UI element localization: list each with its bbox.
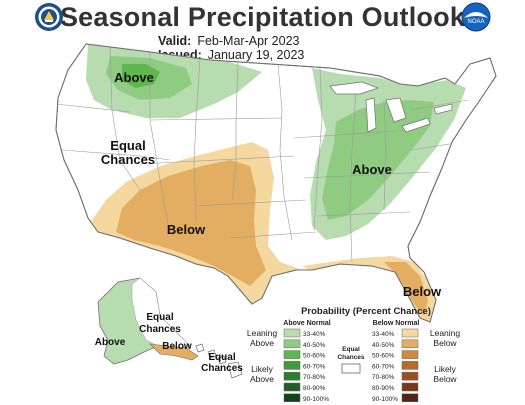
legend-below-label-3: 60-70% bbox=[372, 363, 395, 370]
legend-below-swatch-2 bbox=[401, 350, 419, 359]
label-equal-chances-west-2: Chances bbox=[101, 152, 155, 167]
legend-below-label-0: 33-40% bbox=[372, 331, 395, 338]
legend-above-swatch-5 bbox=[283, 382, 301, 392]
legend-likely-below-2: Below bbox=[433, 374, 457, 384]
legend-leaning-below-2: Below bbox=[433, 338, 457, 348]
legend-below-swatch-3 bbox=[401, 361, 419, 370]
valid-period: Valid: Feb-Mar-Apr 2023 bbox=[158, 34, 299, 48]
noaa-logo-text: NOAA bbox=[467, 19, 484, 25]
legend-leaning-above-1: Leaning bbox=[247, 328, 278, 338]
legend-likely-below-1: Likely bbox=[434, 364, 456, 374]
state-borders bbox=[56, 44, 469, 263]
legend-above-label-4: 70-80% bbox=[303, 374, 326, 381]
region-below-florida bbox=[384, 262, 428, 316]
commerce-seal-icon bbox=[35, 3, 63, 31]
label-below-florida: Below bbox=[403, 284, 442, 299]
legend-above-swatch-6 bbox=[283, 393, 301, 403]
legend-below-label-1: 40-50% bbox=[372, 342, 395, 349]
label-above-northwest: Above bbox=[114, 70, 154, 85]
legend-above-swatch-0 bbox=[283, 328, 301, 338]
legend-above-label-1: 40-50% bbox=[303, 342, 326, 349]
legend-below-swatch-5 bbox=[401, 382, 419, 392]
label-hawaii-equal-1: Equal bbox=[208, 352, 235, 363]
legend-below-header: Below Normal bbox=[373, 320, 420, 327]
probability-legend: Probability (Percent Chance) Above Norma… bbox=[247, 306, 461, 403]
great-lakes bbox=[329, 81, 453, 133]
alaska-southeast-below bbox=[149, 343, 199, 361]
legend-below-swatch-1 bbox=[401, 339, 419, 349]
valid-label: Valid: bbox=[158, 34, 192, 48]
hawaii-islands bbox=[195, 343, 243, 379]
legend-equal-1: Equal bbox=[342, 346, 360, 353]
legend-below-swatch-0 bbox=[401, 328, 419, 338]
valid-value: Feb-Mar-Apr 2023 bbox=[197, 34, 300, 48]
legend-above-header: Above Normal bbox=[283, 320, 331, 327]
legend-below-label-6: 90-100% bbox=[372, 396, 398, 403]
legend-above-swatch-1 bbox=[283, 339, 301, 349]
label-below-southwest: Below bbox=[167, 222, 206, 237]
noaa-logo-icon: NOAA bbox=[461, 2, 491, 32]
legend-below-bins: 33-40% 40-50% 50-60% 60-70% 70-80% 80-90% 90-1… bbox=[372, 328, 419, 403]
label-hawaii-equal-2: Chances bbox=[201, 363, 243, 374]
legend-likely-above-2: Above bbox=[250, 374, 274, 384]
legend-equal-2: Chances bbox=[337, 354, 364, 361]
label-alaska-above: Above bbox=[95, 337, 126, 348]
label-above-ohio-valley: Above bbox=[352, 162, 392, 177]
legend-above-label-6: 90-100% bbox=[303, 396, 329, 403]
legend-above-label-5: 80-90% bbox=[303, 385, 326, 392]
issued-value: January 19, 2023 bbox=[207, 48, 305, 62]
region-above-northwest-inner bbox=[122, 64, 160, 88]
conus-border bbox=[55, 43, 497, 323]
legend-above-swatch-4 bbox=[283, 371, 301, 381]
region-below-southwest-core bbox=[116, 160, 266, 286]
label-alaska-equal-1: Equal bbox=[146, 312, 173, 323]
label-equal-chances-west-1: Equal bbox=[110, 138, 145, 153]
legend-equal-swatch bbox=[341, 363, 361, 374]
label-alaska-below: Below bbox=[162, 341, 192, 352]
legend-leaning-below-1: Leaning bbox=[430, 328, 461, 338]
legend-likely-above-1: Likely bbox=[251, 364, 273, 374]
legend-above-swatch-3 bbox=[283, 361, 301, 370]
legend-title: Probability (Percent Chance) bbox=[301, 306, 431, 317]
legend-above-label-0: 33-40% bbox=[303, 331, 326, 338]
legend-above-swatch-2 bbox=[283, 350, 301, 359]
legend-above-label-2: 50-60% bbox=[303, 353, 326, 360]
legend-above-bins: 33-40% 40-50% 50-60% 60-70% 70-80% 80-90% 90-1… bbox=[283, 328, 329, 403]
label-alaska-equal-2: Chances bbox=[139, 324, 181, 335]
legend-below-swatch-4 bbox=[401, 371, 419, 381]
legend-below-swatch-6 bbox=[401, 393, 419, 403]
legend-leaning-above-2: Above bbox=[250, 338, 274, 348]
legend-below-label-2: 50-60% bbox=[372, 353, 395, 360]
legend-below-label-5: 80-90% bbox=[372, 385, 395, 392]
legend-above-label-3: 60-70% bbox=[303, 363, 326, 370]
page-title: Seasonal Precipitation Outlook bbox=[59, 2, 466, 32]
legend-below-label-4: 70-80% bbox=[372, 374, 395, 381]
